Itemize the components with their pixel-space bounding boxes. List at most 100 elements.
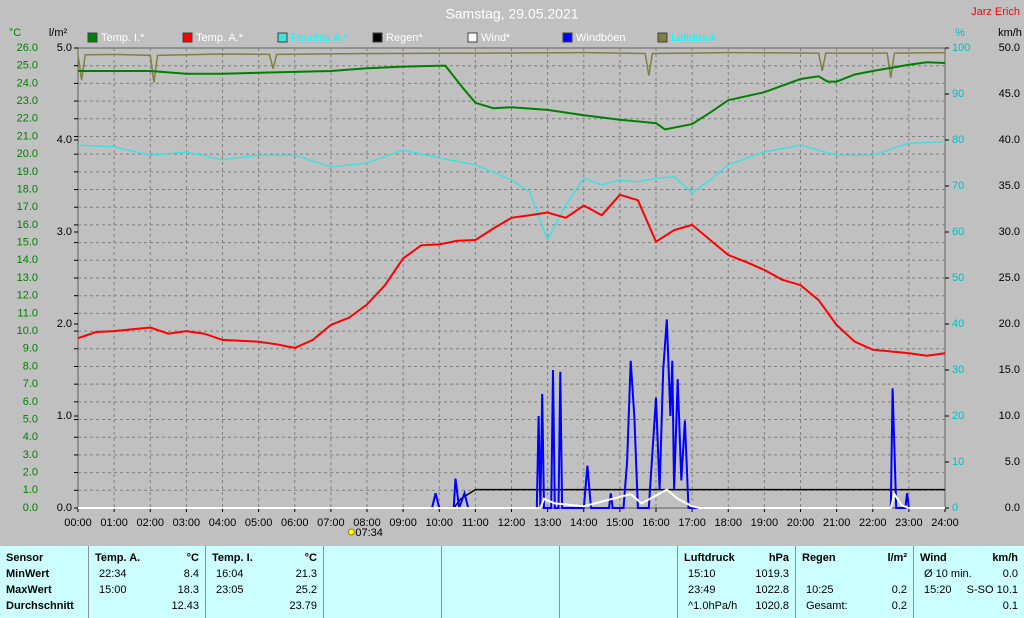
cell-text: Sensor [6, 552, 44, 564]
y-tick-label: 50.0 [999, 42, 1020, 54]
table-column [441, 546, 559, 618]
cell-text: °C [304, 552, 317, 564]
x-tick-label: 12:00 [498, 517, 526, 529]
x-tick-label: 21:00 [823, 517, 851, 529]
cell-text: 15:00 [99, 584, 127, 596]
cell-text: Regen [802, 552, 836, 564]
x-tick-label: 07:00 [317, 517, 345, 529]
y-tick-label: 24.0 [17, 77, 38, 89]
y-tick-label: 2.0 [23, 467, 38, 479]
table-column [323, 546, 441, 618]
y-tick-label: 20.0 [17, 148, 38, 160]
cell-text: Temp. A. [95, 552, 141, 564]
y-tick-label: 11.0 [17, 307, 38, 319]
table-column: Wind km/h Ø 10 min. 0.0 15:20 S-SO 10.1 0.1 [913, 546, 1024, 618]
y-axis-label: °C [9, 27, 21, 39]
y-tick-label: 40 [952, 318, 964, 330]
table-column: Sensor MinWert MaxWert Durchschnitt [0, 546, 88, 618]
cell-text: ^1.0hPa/h [688, 600, 738, 612]
y-tick-label: 14.0 [17, 254, 38, 266]
table-cell: Luftdruck hPa [682, 552, 791, 567]
cell-text: °C [186, 552, 199, 564]
y-tick-label: 0.0 [23, 502, 38, 514]
annotation-label: 07:34 [355, 527, 383, 539]
y-tick-label: 13.0 [17, 272, 38, 284]
legend-label: Temp. I.* [101, 32, 145, 44]
cell-text: l/m² [887, 552, 907, 564]
cell-text: Durchschnitt [6, 600, 74, 612]
legend-swatch [562, 32, 573, 43]
series-line [77, 51, 946, 83]
cell-text: 0.1 [1002, 600, 1018, 612]
legend-label: Windböen [576, 32, 626, 44]
cell-text: Ø 10 min. [924, 568, 972, 580]
table-column: Temp. A. °C 22:34 8.4 15:00 18.3 12.43 [88, 546, 205, 618]
cell-text: 23:49 [688, 584, 716, 596]
y3-axis-label: % [955, 27, 965, 39]
y-tick-label: 20 [952, 410, 964, 422]
cell-text: 1020.8 [755, 600, 789, 612]
y-tick-label: 5.0 [23, 413, 38, 425]
x-tick-label: 14:00 [570, 517, 598, 529]
legend-swatch [182, 32, 193, 43]
table-cell: Temp. I. °C [210, 552, 319, 567]
y-tick-label: 9.0 [23, 343, 38, 355]
cell-text: 18.3 [177, 584, 199, 596]
x-tick-label: 03:00 [173, 517, 201, 529]
x-tick-label: 16:00 [642, 517, 670, 529]
cell-text: 23:05 [216, 584, 244, 596]
x-tick-label: 19:00 [751, 517, 779, 529]
x-tick-label: 05:00 [245, 517, 273, 529]
cell-text: km/h [992, 552, 1018, 564]
table-column: Regen l/m² 10:25 0.2 Gesamt: 0.2 [795, 546, 913, 618]
y-tick-label: 1.0 [23, 484, 38, 496]
cell-text: S-SO 10.1 [966, 584, 1018, 596]
table-cell: Regen l/m² [800, 552, 909, 567]
series-line [77, 141, 946, 242]
author: Jarz Erich [971, 6, 1020, 18]
table-cell: 23:05 25.2 [210, 584, 319, 599]
chart-title: Samstag, 29.05.2021 [445, 6, 578, 22]
table-cell: 23.79 [210, 600, 319, 615]
x-tick-label: 01:00 [100, 517, 128, 529]
cell-text: MinWert [6, 568, 50, 580]
cell-text: MaxWert [6, 584, 52, 596]
sunrise-icon [347, 528, 355, 536]
x-tick-label: 10:00 [425, 517, 453, 529]
table-cell: 15:20 S-SO 10.1 [918, 584, 1020, 599]
cell-text: 0.0 [1002, 568, 1018, 580]
y-tick-label: 10.0 [999, 410, 1020, 422]
x-tick-label: 17:00 [678, 517, 706, 529]
y-tick-label: 4.0 [57, 134, 72, 146]
x-tick-label: 23:00 [895, 517, 923, 529]
y-tick-label: 2.0 [57, 318, 72, 330]
table-cell: 22:34 8.4 [93, 568, 201, 583]
table-cell: MinWert [4, 568, 84, 583]
series-line [78, 488, 945, 509]
chart: Samstag, 29.05.2021 Jarz Erich °C l/m² %… [9, 6, 1022, 539]
y-tick-label: 3.0 [57, 226, 72, 238]
y-tick-label: 0.0 [1005, 502, 1020, 514]
cell-text: hPa [768, 552, 789, 564]
cell-text: 21.3 [295, 568, 317, 580]
y-tick-label: 23.0 [17, 95, 38, 107]
table-column: Temp. I. °C 16:04 21.3 23:05 25.2 23.79 [205, 546, 323, 618]
table-cell [800, 568, 909, 583]
legend-swatch [467, 32, 478, 43]
y-tick-label: 1.0 [57, 410, 72, 422]
cell-text: 25.2 [295, 584, 317, 596]
y-tick-label: 6.0 [23, 396, 38, 408]
x-tick-label: 02:00 [136, 517, 164, 529]
y-tick-label: 90 [952, 88, 964, 100]
table-cell: Temp. A. °C [93, 552, 201, 567]
y-tick-label: 3.0 [23, 449, 38, 461]
summary-table: Sensor MinWert MaxWert Durchschnitt Temp. A.… [0, 546, 1024, 618]
cell-text: 0.2 [891, 600, 907, 612]
x-tick-label: 06:00 [281, 517, 309, 529]
legend-swatch [372, 32, 383, 43]
table-cell: 15:00 18.3 [93, 584, 201, 599]
y-tick-label: 20.0 [999, 318, 1020, 330]
table-cell: Wind km/h [918, 552, 1020, 567]
x-tick-label: 15:00 [606, 517, 634, 529]
table-column [559, 546, 677, 618]
